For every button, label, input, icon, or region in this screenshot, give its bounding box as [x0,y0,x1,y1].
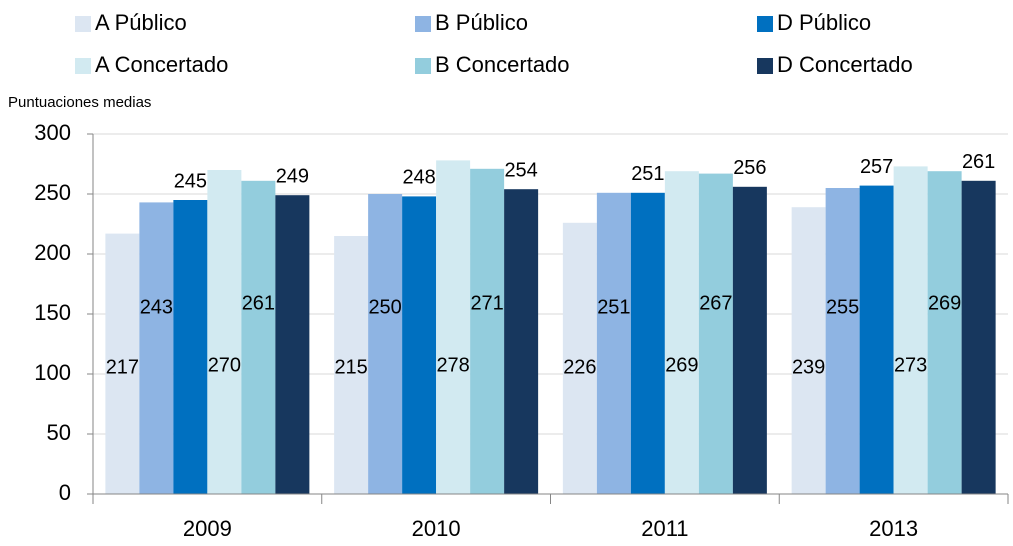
data-label: 271 [470,292,503,314]
bar [402,196,437,494]
data-label: 256 [733,157,766,179]
data-label: 215 [334,356,367,378]
bar [961,180,996,495]
y-tick-label: 250 [34,180,71,205]
bar [893,166,928,494]
bar [334,236,369,494]
y-tick-label: 0 [59,480,71,505]
bar [139,202,174,494]
bar [470,168,505,495]
bar [732,186,767,495]
x-tick-label: 2013 [869,516,918,541]
legend-label: B Concertado [435,52,570,77]
data-label: 239 [792,356,825,378]
data-label: 269 [665,354,698,376]
bar [436,160,471,494]
bar [241,180,276,495]
bar [927,171,962,494]
legend-label: D Concertado [777,52,913,77]
legend-label: A Concertado [95,52,228,77]
legend-swatch [415,16,431,32]
data-label: 278 [436,354,469,376]
data-label: 226 [563,356,596,378]
data-label: 250 [368,296,401,318]
legend-label: B Público [435,10,528,35]
data-label: 267 [699,292,732,314]
data-label: 248 [402,167,435,189]
data-label: 243 [140,296,173,318]
data-label: 249 [276,165,309,187]
data-label: 261 [962,151,995,173]
legend-swatch [75,16,91,32]
legend-swatch [757,58,773,74]
legend-swatch [75,58,91,74]
y-tick-label: 50 [47,420,71,445]
y-axis-label: Puntuaciones medias [8,94,151,111]
bar [825,188,860,494]
bar [562,222,597,495]
x-tick-label: 2011 [641,516,688,541]
bar [173,200,208,494]
data-label: 269 [928,292,961,314]
y-tick-label: 300 [34,120,71,145]
x-tick-label: 2009 [183,516,232,541]
bar [791,207,826,494]
bar [664,171,699,494]
bar [207,170,242,494]
bar [859,185,894,494]
y-tick-label: 200 [34,240,71,265]
data-label: 251 [631,163,664,185]
data-label: 245 [174,170,207,192]
y-tick-label: 100 [34,360,71,385]
data-label: 273 [894,354,927,376]
x-tick-label: 2010 [412,516,461,541]
bar [630,192,665,495]
bar [275,195,310,494]
data-label: 270 [208,354,241,376]
legend-swatch [757,16,773,32]
legend-label: D Público [777,10,871,35]
data-label: 261 [242,292,275,314]
legend-label: A Público [95,10,187,35]
legend-swatch [415,58,431,74]
y-tick-label: 150 [34,300,71,325]
data-label: 254 [504,159,537,181]
data-label: 217 [106,356,139,378]
bar [698,173,733,494]
data-label: 251 [597,296,630,318]
bar [504,189,539,494]
bar [105,233,140,494]
bar [596,192,631,495]
bar [368,194,403,494]
data-label: 255 [826,296,859,318]
data-label: 257 [860,156,893,178]
